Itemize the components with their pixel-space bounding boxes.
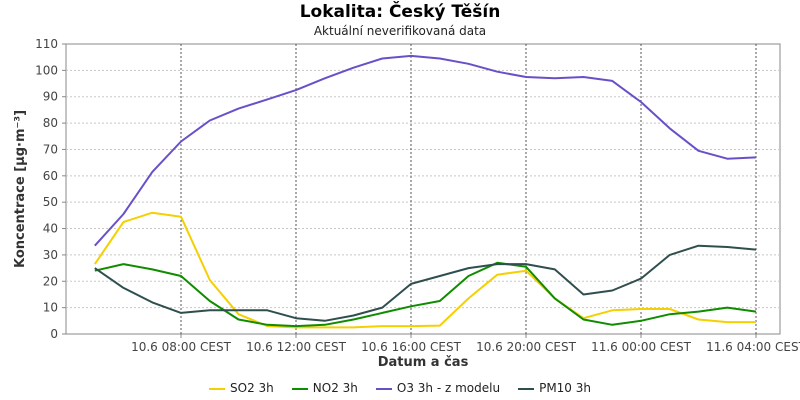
legend-label: O3 3h - z modelu	[396, 381, 501, 395]
legend-item: SO2 3h	[209, 381, 274, 395]
x-tick-label: 10.6 20:00 CEST	[476, 340, 577, 354]
x-tick-label: 10.6 16:00 CEST	[361, 340, 462, 354]
chart-subtitle: Aktuální neverifikovaná data	[313, 24, 487, 38]
legend-swatch	[375, 387, 392, 390]
y-axis-ticks: 0 10 20 30 40 50 60 70 80 90 100 110	[35, 37, 66, 341]
y-tick-label: 0	[50, 327, 58, 341]
grid-lines	[65, 43, 781, 335]
legend-swatch	[291, 387, 308, 390]
x-axis-label: Datum a čas	[378, 355, 469, 370]
x-tick-label: 11.6 00:00 CEST	[591, 340, 692, 354]
legend-label: SO2 3h	[230, 381, 274, 395]
y-tick-label: 10	[43, 301, 58, 315]
x-axis-ticks: 10.6 08:00 CEST 10.6 12:00 CEST 10.6 16:00…	[131, 334, 800, 354]
series-line	[93, 211, 756, 329]
y-tick-label: 30	[43, 248, 58, 262]
y-tick-label: 20	[43, 274, 58, 288]
series-lines	[93, 54, 757, 329]
y-axis-label: Koncentrace [µg·m⁻³]	[13, 110, 28, 268]
y-tick-label: 50	[43, 195, 58, 209]
plot-area	[65, 43, 781, 335]
y-tick-label: 90	[43, 90, 58, 104]
legend-label: PM10 3h	[539, 381, 591, 395]
legend: SO2 3h NO2 3h O3 3h - z modelu PM10 3h	[0, 381, 800, 395]
legend-swatch	[209, 387, 225, 390]
chart-title: Lokalita: Český Těšín	[299, 2, 501, 22]
legend-item: PM10 3h	[518, 381, 591, 395]
x-tick-label: 10.6 12:00 CEST	[246, 340, 347, 354]
x-tick-label: 10.6 08:00 CEST	[131, 340, 232, 354]
y-tick-label: 70	[43, 142, 58, 156]
legend-item: NO2 3h	[291, 381, 358, 395]
series-line	[94, 244, 757, 322]
legend-swatch	[518, 387, 535, 390]
x-tick-label: 11.6 04:00 CEST	[706, 340, 800, 354]
legend-item: O3 3h - z modelu	[375, 381, 501, 395]
y-tick-label: 80	[43, 116, 58, 130]
y-tick-label: 110	[35, 37, 58, 51]
y-tick-label: 40	[43, 222, 58, 236]
legend-label: NO2 3h	[312, 381, 358, 395]
y-tick-label: 60	[43, 169, 58, 183]
series-line	[94, 261, 757, 328]
y-tick-label: 100	[35, 63, 58, 77]
series-line	[94, 54, 757, 247]
